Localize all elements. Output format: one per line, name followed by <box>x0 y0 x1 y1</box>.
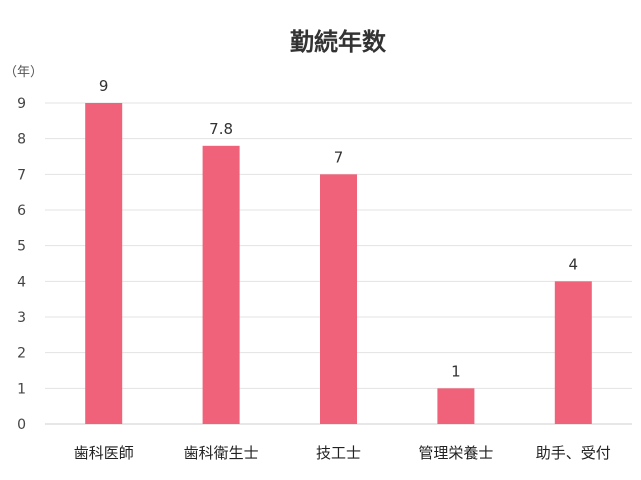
data-label: 9 <box>99 77 109 95</box>
y-tick-label: 4 <box>17 274 26 290</box>
bar <box>437 388 475 424</box>
bar <box>85 103 123 424</box>
data-label: 7 <box>334 148 344 166</box>
category-label: 技工士 <box>316 444 361 462</box>
bar <box>202 145 240 425</box>
y-tick-label: 0 <box>17 417 26 433</box>
y-tick-label: 9 <box>17 96 26 112</box>
data-labels: 9 7.8 7 1 4 <box>99 77 578 380</box>
category-label: 歯科衛生士 <box>184 444 259 462</box>
data-label: 4 <box>569 255 579 273</box>
y-tick-label: 8 <box>17 132 26 148</box>
bar <box>554 281 592 424</box>
y-tick-label: 1 <box>17 381 26 397</box>
y-tick-label: 3 <box>17 310 26 326</box>
y-tick-label: 5 <box>17 239 26 255</box>
y-tick-label: 6 <box>17 203 26 219</box>
y-tick-label: 7 <box>17 167 26 183</box>
category-label: 管理栄養士 <box>418 444 493 462</box>
bars <box>85 103 592 425</box>
y-tick-label: 2 <box>17 346 26 362</box>
y-axis-unit-label: （年） <box>4 65 43 80</box>
category-label: 歯科医師 <box>74 444 134 462</box>
data-label: 7.8 <box>209 120 233 138</box>
bar <box>320 174 357 424</box>
data-label: 1 <box>451 362 461 380</box>
x-axis-categories: 歯科医師 歯科衛生士 技工士 管理栄養士 助手、受付 <box>74 444 611 462</box>
category-label: 助手、受付 <box>536 444 611 462</box>
chart-title: 勤続年数 <box>290 28 387 56</box>
y-axis-ticks: 0 1 2 3 4 5 6 7 8 9 <box>17 96 26 433</box>
